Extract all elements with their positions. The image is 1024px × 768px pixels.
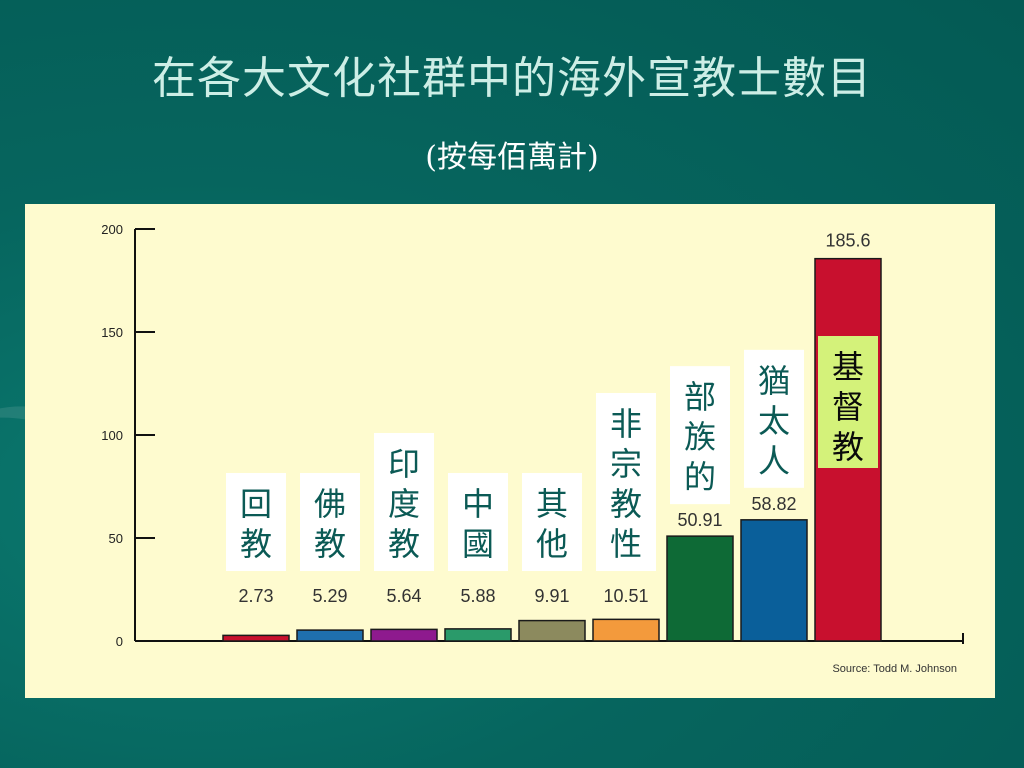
bar (222, 634, 290, 642)
slide-subtitle: (按每佰萬計) (425, 140, 599, 175)
bar (666, 535, 734, 642)
category-label: 非宗教性 (596, 393, 656, 571)
data-label: 9.91 (534, 586, 569, 606)
bar (740, 519, 808, 642)
category-label-box (670, 366, 730, 505)
category-label-box (596, 393, 656, 571)
data-label: 10.51 (603, 586, 648, 606)
bar (592, 618, 660, 642)
y-tick-label: 100 (101, 428, 123, 443)
slide-title: 在各大文化社群中的海外宣教士數目 (152, 53, 872, 104)
y-tick-label: 50 (109, 531, 123, 546)
bar (444, 628, 512, 642)
category-label: 回教 (226, 473, 286, 571)
bar (518, 619, 586, 642)
category-label-text: 基督教 (832, 348, 864, 466)
category-label-box (448, 473, 508, 571)
bar (296, 629, 364, 642)
category-label-box (226, 473, 286, 571)
data-label: 185.6 (825, 231, 870, 251)
category-label: 基督教 (818, 336, 878, 468)
category-label-text: 中國 (462, 485, 494, 563)
category-label-text: 其他 (536, 485, 568, 563)
category-label: 其他 (522, 473, 582, 571)
category-label-box (300, 473, 360, 571)
chart-source: Source: Todd M. Johnson (832, 663, 957, 675)
bar (370, 628, 438, 642)
category-label-text: 印度教 (388, 445, 420, 563)
data-label: 5.88 (460, 586, 495, 606)
category-label-text: 回教 (240, 485, 272, 563)
category-label-text: 猶太人 (758, 362, 790, 480)
category-label-text: 佛教 (314, 485, 346, 563)
bar-chart: 0 50 100 150 200 2.73 5.29 5.64 5.88 9.91 10.51 50… (101, 222, 964, 675)
data-label: 5.64 (386, 586, 421, 606)
category-label: 佛教 (300, 473, 360, 571)
category-label: 中國 (448, 473, 508, 571)
data-label: 58.82 (751, 494, 796, 514)
data-label: 5.29 (312, 586, 347, 606)
category-label: 部族的 (670, 366, 730, 505)
data-label: 50.91 (677, 510, 722, 530)
data-label: 2.73 (238, 586, 273, 606)
y-tick-label: 150 (101, 325, 123, 340)
category-label-box (374, 433, 434, 571)
y-tick-label: 0 (116, 634, 123, 649)
y-tick-label: 200 (101, 222, 123, 237)
category-label-text: 部族的 (684, 378, 716, 496)
category-label-box (744, 349, 804, 488)
category-label: 印度教 (374, 433, 434, 571)
chart-panel: 0 50 100 150 200 2.73 5.29 5.64 5.88 9.91 10.51 50… (25, 204, 995, 698)
category-label-box (522, 473, 582, 571)
category-label-box (818, 336, 878, 468)
category-label-text: 非宗教性 (610, 405, 642, 563)
category-label: 猶太人 (744, 349, 804, 488)
